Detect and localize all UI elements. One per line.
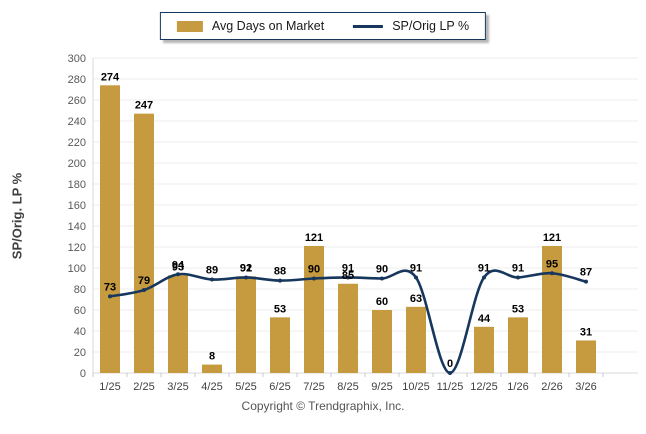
- line-point[interactable]: [108, 294, 112, 299]
- line-value-label: 88: [274, 266, 286, 278]
- bar-value-label: 92: [240, 262, 252, 274]
- y-tick-label: 140: [68, 221, 86, 233]
- line-point[interactable]: [516, 275, 520, 280]
- x-axis-label: 7/25: [303, 381, 324, 393]
- line-point[interactable]: [142, 288, 146, 293]
- line-value-label: 95: [546, 258, 558, 270]
- bar-value-label: 93: [172, 261, 184, 273]
- line-value-label: 79: [138, 275, 150, 287]
- bar-avg-days[interactable]: [134, 113, 154, 374]
- line-value-label: 0: [447, 358, 453, 370]
- line-value-label: 91: [478, 262, 490, 274]
- line-point[interactable]: [312, 276, 316, 281]
- copyright-text: Copyright © Trendgraphix, Inc.: [241, 399, 405, 413]
- line-value-label: 94: [172, 259, 185, 271]
- line-legend-label: SP/Orig LP %: [392, 19, 470, 33]
- y-tick-label: 200: [68, 158, 86, 170]
- bar-legend-label: Avg Days on Market: [211, 19, 325, 33]
- y-tick-label: 40: [74, 326, 86, 338]
- y-axis-title: SP/Orig. LP %: [9, 172, 25, 260]
- bar-avg-days[interactable]: [406, 306, 426, 373]
- x-axis-label: 3/25: [167, 381, 188, 393]
- bar-value-label: 31: [580, 326, 592, 338]
- bar-avg-days[interactable]: [202, 364, 222, 373]
- legend: Avg Days on Market SP/Orig LP %: [159, 12, 487, 40]
- line-value-label: 90: [376, 264, 388, 276]
- x-axis-label: 1/25: [99, 381, 120, 393]
- bar-value-label: 8: [209, 351, 215, 363]
- y-tick-label: 240: [68, 116, 86, 128]
- y-tick-label: 160: [68, 200, 86, 212]
- line-value-label: 91: [512, 262, 524, 274]
- bar-value-label: 53: [512, 303, 524, 315]
- line-value-label: 89: [206, 265, 218, 277]
- x-axis-label: 12/25: [470, 381, 498, 393]
- bar-value-label: 60: [376, 296, 388, 308]
- bar-avg-days[interactable]: [576, 340, 596, 373]
- sp-orig-lp-line[interactable]: [108, 269, 588, 375]
- x-axis-label: 10/25: [402, 381, 430, 393]
- x-axis-label: 4/25: [201, 381, 222, 393]
- line-value-label: 73: [104, 281, 116, 293]
- y-tick-label: 220: [68, 137, 86, 149]
- y-tick-label: 300: [68, 53, 86, 65]
- line-point[interactable]: [414, 275, 418, 280]
- bar-avg-days[interactable]: [168, 275, 188, 373]
- line-value-label: 91: [410, 262, 422, 274]
- bar-value-label: 121: [543, 232, 561, 244]
- y-tick-label: 120: [68, 242, 86, 254]
- line-value-label: 91: [342, 262, 354, 274]
- bar-avg-days[interactable]: [100, 85, 120, 374]
- line-point[interactable]: [278, 278, 282, 283]
- line-point[interactable]: [448, 371, 452, 375]
- bar-legend-swatch: [176, 20, 203, 32]
- y-tick-label: 100: [68, 263, 86, 275]
- bar-value-label: 274: [101, 71, 120, 83]
- x-axis-label: 8/25: [337, 381, 358, 393]
- x-axis-label: 2/25: [133, 381, 154, 393]
- y-tick-label: 260: [68, 95, 86, 107]
- line-value-label: 91: [240, 262, 252, 274]
- y-tick-label: 180: [68, 179, 86, 191]
- bar-value-label: 85: [342, 270, 354, 282]
- line-point[interactable]: [380, 276, 384, 281]
- bar-avg-days[interactable]: [474, 326, 494, 373]
- line-point[interactable]: [244, 275, 248, 280]
- bar-avg-days[interactable]: [236, 276, 256, 373]
- y-tick-label: 280: [68, 74, 86, 86]
- x-axis-label: 1/26: [507, 381, 528, 393]
- y-tick-label: 60: [74, 305, 86, 317]
- line-point[interactable]: [550, 271, 554, 276]
- bar-avg-days[interactable]: [270, 317, 290, 373]
- x-axis-label: 11/25: [437, 381, 464, 393]
- x-axis-label: 6/25: [269, 381, 290, 393]
- line-point[interactable]: [176, 272, 180, 277]
- bar-value-label: 53: [274, 303, 286, 315]
- bar-value-label: 44: [478, 313, 491, 325]
- bar-value-label: 247: [135, 100, 153, 112]
- bar-avg-days[interactable]: [338, 283, 358, 373]
- line-value-label: 90: [308, 264, 320, 276]
- y-tick-label: 0: [80, 368, 86, 380]
- bar-avg-days[interactable]: [508, 317, 528, 373]
- y-tick-label: 80: [74, 284, 86, 296]
- y-tick-label: 20: [74, 347, 86, 359]
- bar-value-label: 121: [305, 232, 323, 244]
- line-legend-swatch: [353, 24, 384, 28]
- x-axis-label: 9/25: [371, 381, 392, 393]
- line-point[interactable]: [584, 279, 588, 284]
- line-point[interactable]: [210, 277, 214, 282]
- line-point[interactable]: [346, 275, 350, 280]
- x-axis-label: 2/26: [541, 381, 562, 393]
- x-axis-label: 5/25: [235, 381, 256, 393]
- x-axis-label: 3/26: [575, 381, 596, 393]
- bar-avg-days[interactable]: [542, 245, 562, 373]
- line-value-label: 87: [580, 267, 592, 279]
- bar-value-label: 63: [410, 293, 422, 305]
- bar-avg-days[interactable]: [372, 310, 392, 373]
- line-point[interactable]: [482, 275, 486, 280]
